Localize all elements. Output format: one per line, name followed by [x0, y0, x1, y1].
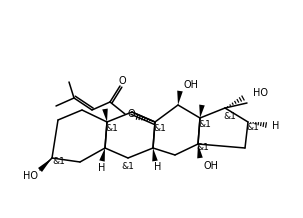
Text: H: H	[272, 121, 279, 131]
Polygon shape	[152, 148, 158, 161]
Text: OH: OH	[183, 80, 198, 90]
Text: &1: &1	[122, 162, 135, 170]
Text: HO: HO	[253, 88, 268, 98]
Text: O: O	[127, 109, 135, 119]
Text: &1: &1	[224, 111, 236, 121]
Text: &1: &1	[247, 123, 259, 131]
Text: OH: OH	[203, 161, 218, 171]
Text: O: O	[118, 76, 126, 86]
Text: HO: HO	[22, 171, 38, 181]
Text: H: H	[98, 163, 106, 173]
Text: &1: &1	[198, 119, 211, 128]
Polygon shape	[38, 158, 52, 172]
Polygon shape	[102, 109, 108, 122]
Polygon shape	[99, 148, 105, 162]
Polygon shape	[199, 105, 205, 118]
Text: &1: &1	[154, 124, 166, 133]
Text: &1: &1	[52, 157, 65, 165]
Polygon shape	[197, 144, 203, 158]
Polygon shape	[177, 91, 183, 105]
Text: &1: &1	[197, 143, 209, 152]
Text: H: H	[154, 162, 162, 172]
Text: &1: &1	[105, 124, 118, 133]
